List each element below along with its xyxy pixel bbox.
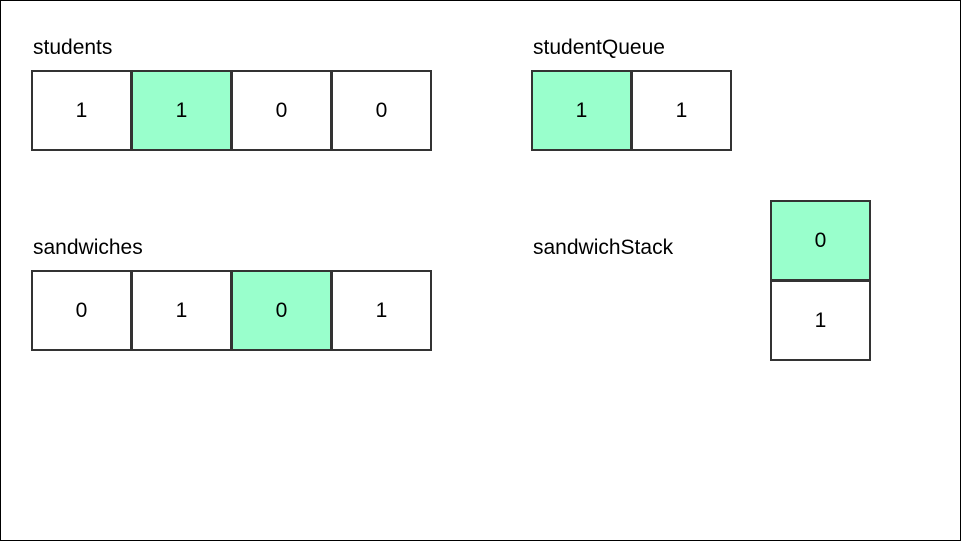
sandwiches-array: 0 1 0 1 — [31, 270, 432, 351]
sandwiches-cell: 1 — [131, 270, 232, 351]
students-cell-highlighted: 1 — [131, 70, 232, 151]
sandwiches-cell: 1 — [331, 270, 432, 351]
sandwich-stack: 0 1 — [770, 200, 871, 361]
sandwich-stack-label: sandwichStack — [533, 236, 674, 259]
student-queue-cell-highlighted: 1 — [531, 70, 632, 151]
students-cell: 1 — [31, 70, 132, 151]
sandwiches-cell-highlighted: 0 — [231, 270, 332, 351]
student-queue-label: studentQueue — [533, 36, 665, 59]
students-cell: 0 — [231, 70, 332, 151]
student-queue-cell: 1 — [631, 70, 732, 151]
sandwiches-label: sandwiches — [33, 236, 143, 259]
sandwich-stack-cell-highlighted: 0 — [770, 200, 871, 281]
students-cell: 0 — [331, 70, 432, 151]
student-queue: 1 1 — [531, 70, 732, 151]
sandwich-stack-cell: 1 — [770, 280, 871, 361]
students-array: 1 1 0 0 — [31, 70, 432, 151]
sandwiches-cell: 0 — [31, 270, 132, 351]
students-label: students — [33, 36, 113, 59]
